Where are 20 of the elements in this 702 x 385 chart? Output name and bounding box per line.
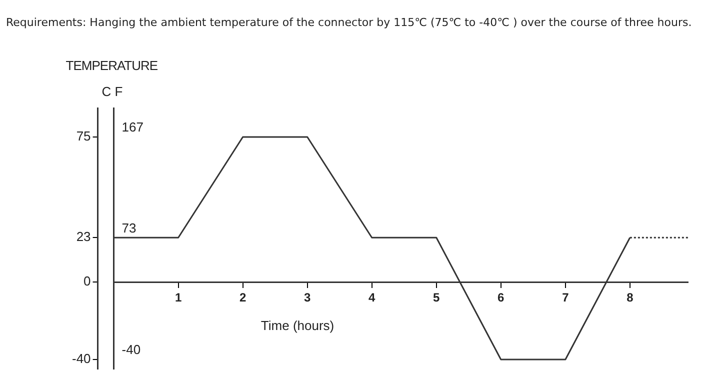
y-tick-label: 23 [76,229,91,244]
x-tick-label: 1 [174,290,182,305]
x-tick-label: 5 [433,290,440,305]
y-tick-label: 0 [84,274,91,289]
y-tick-label: 75 [76,128,91,144]
y2-tick-label: 73 [122,220,136,236]
y2-tick-label: 167 [122,120,144,135]
x-axis-title: Time (hours) [260,318,334,334]
x-tick-label: 7 [562,290,570,305]
x-tick-label: 3 [304,290,311,305]
y-axis-title: C [102,84,112,99]
y2-tick-label: -40 [122,342,141,358]
text: TEMPERATURE [66,58,158,73]
x-tick-label: 2 [239,290,246,305]
x-tick-label: 4 [368,290,376,305]
y-tick-label: -40 [72,351,91,366]
y2-axis-title: F [114,84,123,99]
x-tick-label: 6 [498,290,505,305]
x-tick-label: 8 [626,290,634,305]
chart-title: Requirements: Hanging the ambient temperature of the connector by 115℃ (75℃ to -40℃ ) over the course of three hours. [6,16,692,29]
